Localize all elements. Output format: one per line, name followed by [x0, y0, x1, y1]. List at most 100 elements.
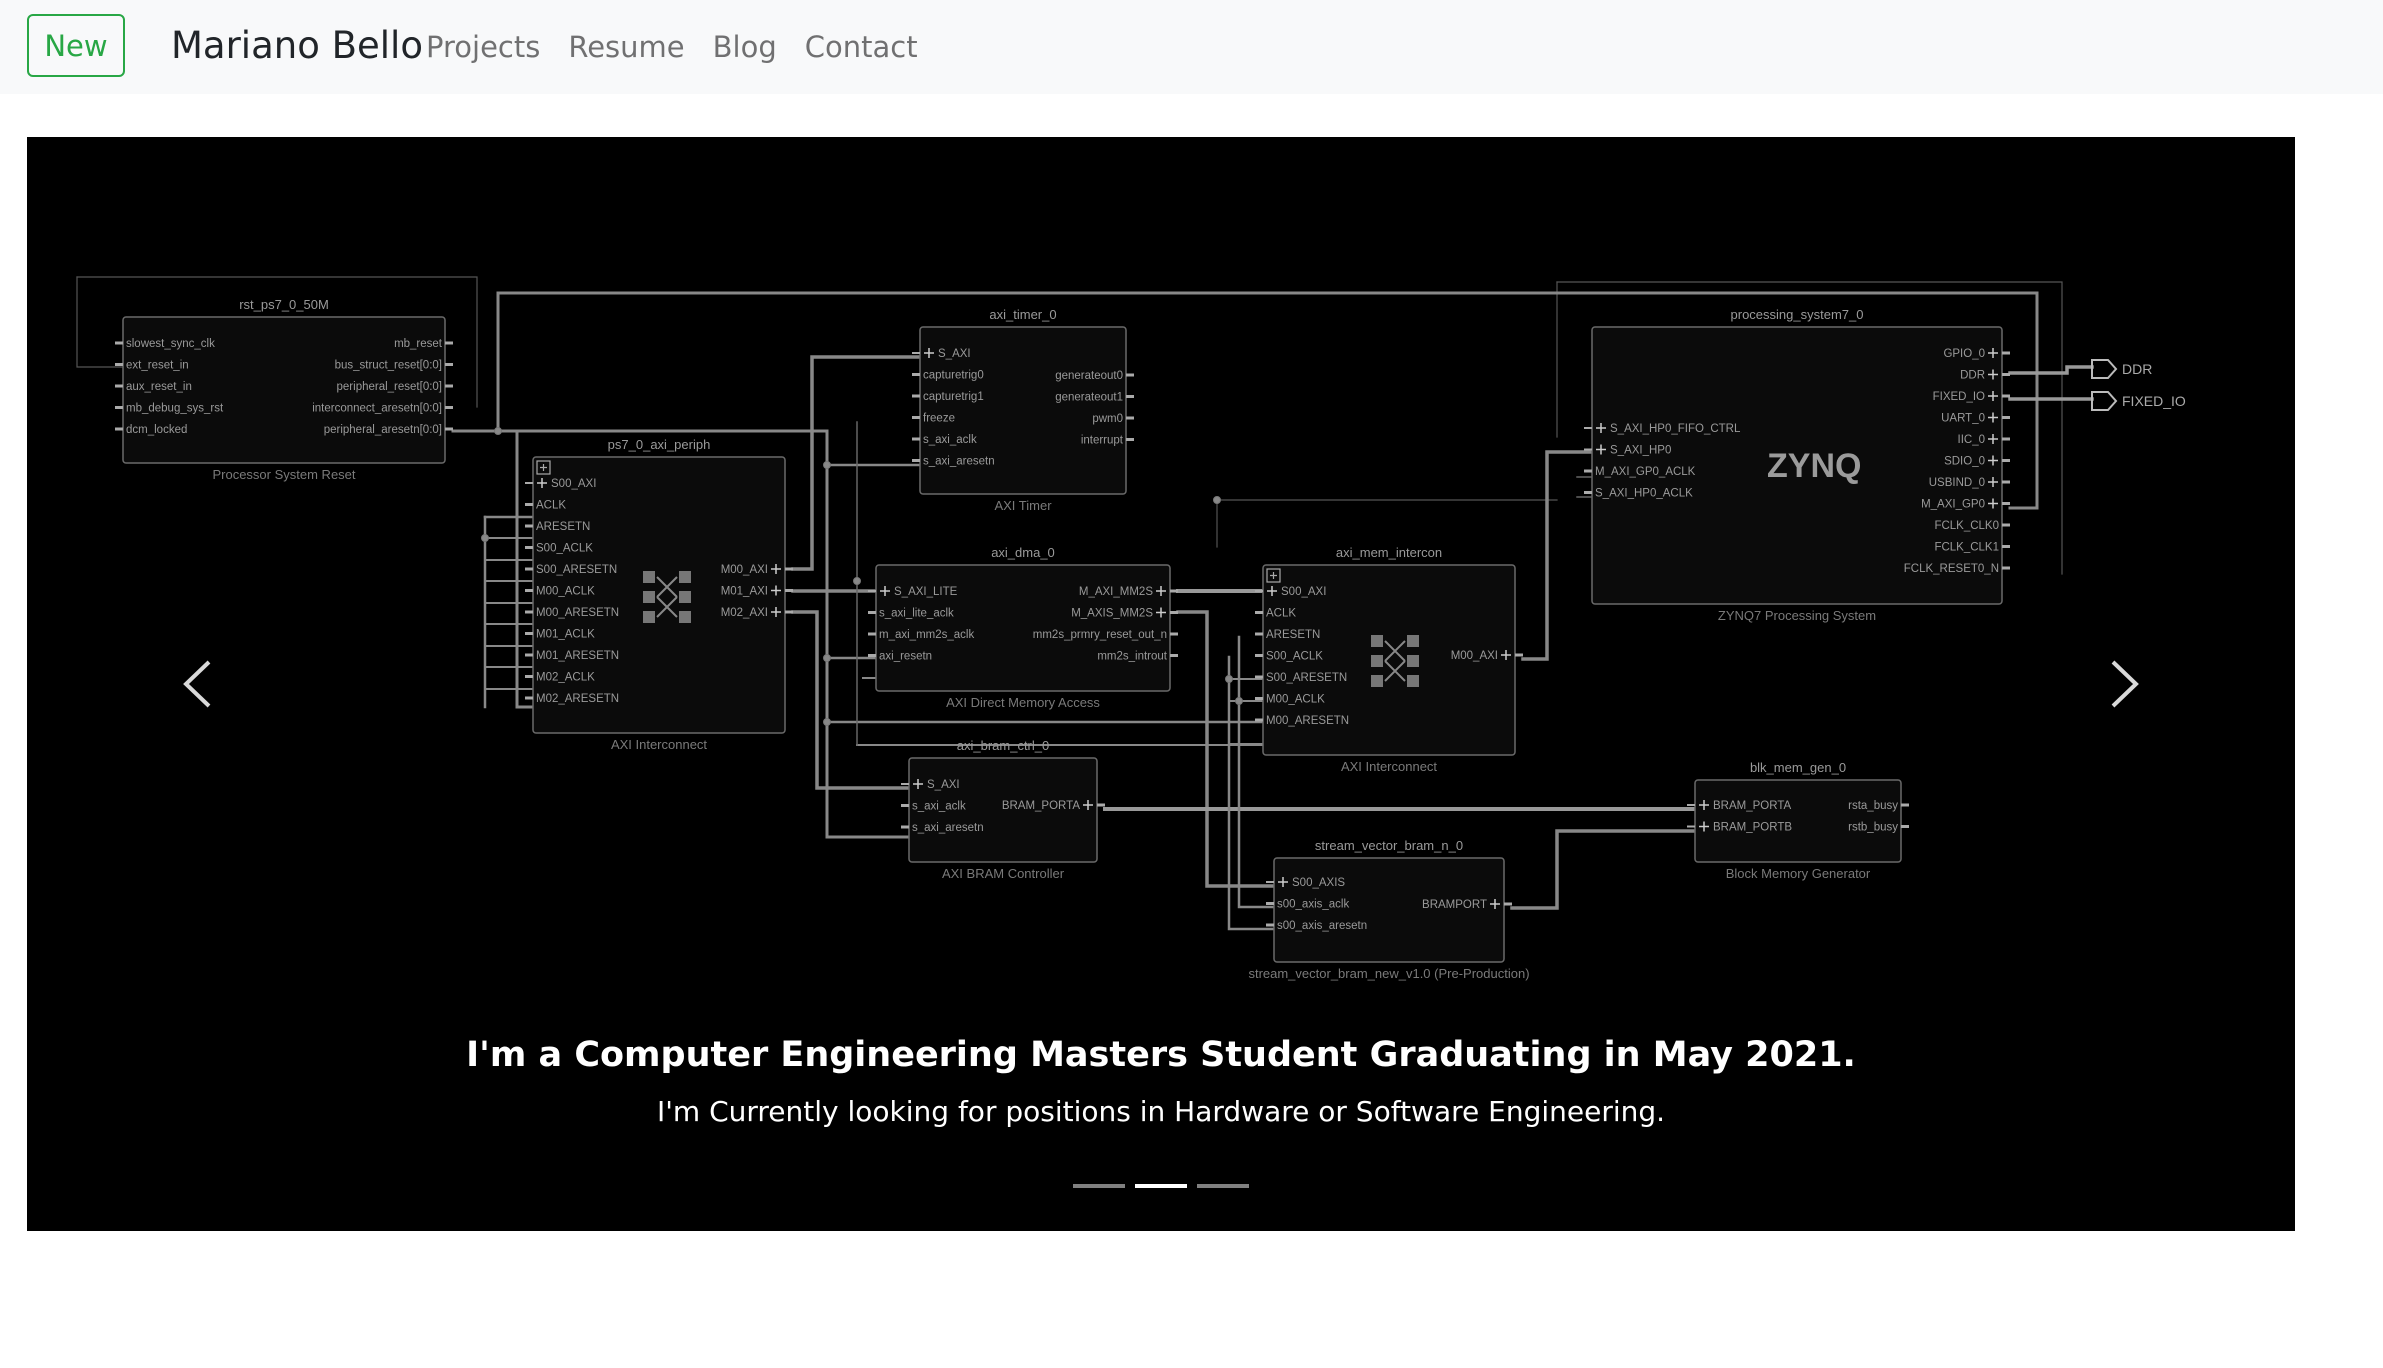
- port-label: mb_debug_sys_rst: [126, 403, 224, 415]
- port-label: M_AXI_GP0_ACLK: [1595, 466, 1696, 478]
- carousel-caption-title: I'm a Computer Engineering Masters Stude…: [466, 1035, 1856, 1075]
- port-label: axi_resetn: [879, 651, 932, 663]
- port-label: interrupt: [1081, 435, 1124, 447]
- block-periph: ps7_0_axi_periph AXI Interconnect S00_AXI A…: [525, 437, 793, 752]
- block-name: axi_bram_ctrl_0: [957, 738, 1050, 753]
- port-label: S00_ACLK: [1266, 651, 1323, 663]
- port-label: M00_AXI: [1451, 650, 1498, 662]
- port-label: M00_ACLK: [1266, 694, 1325, 706]
- port-label: M00_AXI: [721, 564, 768, 576]
- port-label: GPIO_0: [1943, 348, 1985, 360]
- port-label: SDIO_0: [1944, 456, 1985, 468]
- port-label: interconnect_aresetn[0:0]: [312, 403, 442, 415]
- block-name: processing_system7_0: [1731, 307, 1864, 322]
- port-label: S_AXI: [938, 348, 971, 360]
- nav-link-projects[interactable]: Projects: [426, 30, 541, 64]
- port-label: S00_AXI: [551, 478, 596, 490]
- chevron-left-icon: [183, 660, 211, 708]
- carousel-caption-subtitle: I'm Currently looking for positions in H…: [656, 1095, 1666, 1128]
- port-label: s_axi_aresetn: [912, 822, 984, 834]
- port-label: ARESETN: [536, 521, 590, 533]
- port-label: BRAM_PORTA: [1002, 800, 1081, 812]
- block-dma: axi_dma_0 AXI Direct Memory Access S_AXI_L…: [868, 545, 1178, 710]
- port-label: ARESETN: [1266, 629, 1320, 641]
- port-label: BRAM_PORTA: [1713, 800, 1792, 812]
- nav-link-resume[interactable]: Resume: [568, 30, 685, 64]
- block-caption: AXI Interconnect: [611, 737, 707, 752]
- block-rst: rst_ps7_0_50M Processor System Reset slowe…: [115, 297, 453, 482]
- carousel-next-control[interactable]: [2025, 137, 2225, 1231]
- port-label: S_AXI_HP0: [1610, 445, 1671, 457]
- port-label: UART_0: [1941, 413, 1985, 425]
- port-label: USBIND_0: [1929, 477, 1985, 489]
- port-label: pwm0: [1092, 413, 1123, 425]
- port-label: rstb_busy: [1848, 822, 1898, 834]
- port-label: S00_AXIS: [1292, 877, 1345, 889]
- block-name: ps7_0_axi_periph: [608, 437, 711, 452]
- port-label: S_AXI_HP0_FIFO_CTRL: [1610, 423, 1741, 435]
- port-label: M02_ARESETN: [536, 693, 619, 705]
- new-button[interactable]: New: [27, 14, 125, 77]
- port-label: peripheral_reset[0:0]: [337, 381, 442, 393]
- port-label: S00_AXI: [1281, 586, 1326, 598]
- port-label: BRAMPORT: [1422, 899, 1487, 911]
- port-label: S_AXI_HP0_ACLK: [1595, 488, 1693, 500]
- carousel-indicator-3[interactable]: [1197, 1178, 1249, 1194]
- port-label: s_axi_aresetn: [923, 456, 995, 468]
- port-label: s_axi_aclk: [912, 801, 966, 813]
- block-name: blk_mem_gen_0: [1750, 760, 1846, 775]
- nav-link-blog[interactable]: Blog: [712, 30, 777, 64]
- port-label: S00_ARESETN: [536, 564, 617, 576]
- port-label: S_AXI_LITE: [894, 586, 958, 598]
- block-ps7: processing_system7_0 ZYNQ7 Processing Sys…: [1584, 307, 2010, 623]
- port-label: peripheral_aresetn[0:0]: [324, 424, 442, 436]
- block-bram-ctrl: axi_bram_ctrl_0 AXI BRAM Controller S_AXIs…: [901, 738, 1105, 881]
- carousel-indicators: [27, 1178, 2295, 1194]
- port-label: aux_reset_in: [126, 381, 192, 393]
- port-label: M02_ACLK: [536, 672, 595, 684]
- port-label: s00_axis_aclk: [1277, 899, 1349, 911]
- port-label: FCLK_CLK0: [1934, 520, 1999, 532]
- navbar: New Mariano Bello Projects Resume Blog C…: [0, 0, 2383, 94]
- carousel-indicator-2[interactable]: [1135, 1178, 1187, 1194]
- port-label: FIXED_IO: [1933, 391, 1985, 403]
- block-caption: stream_vector_bram_new_v1.0 (Pre-Product…: [1248, 966, 1529, 981]
- carousel-indicator-1[interactable]: [1073, 1178, 1125, 1194]
- port-label: S00_ACLK: [536, 543, 593, 555]
- port-label: DDR: [1960, 370, 1985, 382]
- port-label: BRAM_PORTB: [1713, 822, 1792, 834]
- port-label: slowest_sync_clk: [126, 338, 215, 350]
- port-label: generateout1: [1055, 392, 1123, 404]
- port-label: FCLK_CLK1: [1934, 542, 1999, 554]
- block-caption: AXI BRAM Controller: [942, 866, 1065, 881]
- nav-links: Projects Resume Blog Contact: [426, 30, 918, 64]
- port-label: FCLK_RESET0_N: [1904, 563, 1999, 575]
- port-label: ACLK: [1266, 608, 1296, 620]
- block-name: axi_mem_intercon: [1336, 545, 1442, 560]
- port-label: ext_reset_in: [126, 360, 189, 372]
- block-diagram-image: rst_ps7_0_50M Processor System Reset slowe…: [76, 276, 2186, 981]
- port-label: M_AXIS_MM2S: [1071, 608, 1153, 620]
- zynq-logo: ZYNQ: [1767, 447, 1861, 485]
- block-stream: stream_vector_bram_n_0 stream_vector_bram…: [1248, 838, 1529, 981]
- port-label: mm2s_introut: [1097, 651, 1167, 663]
- port-label: S_AXI: [927, 779, 960, 791]
- port-label: M02_AXI: [721, 607, 768, 619]
- port-label: M00_ARESETN: [536, 607, 619, 619]
- port-label: mb_reset: [394, 338, 443, 350]
- port-label: M00_ACLK: [536, 586, 595, 598]
- port-label: ACLK: [536, 500, 566, 512]
- brand-link[interactable]: Mariano Bello: [171, 24, 423, 67]
- block-name: axi_timer_0: [989, 307, 1056, 322]
- nav-link-contact[interactable]: Contact: [804, 30, 918, 64]
- port-label: M01_AXI: [721, 586, 768, 598]
- carousel-prev-control[interactable]: [97, 137, 297, 1231]
- port-label: dcm_locked: [126, 424, 187, 436]
- port-label: M01_ACLK: [536, 629, 595, 641]
- port-label: m_axi_mm2s_aclk: [879, 629, 974, 641]
- block-caption: AXI Interconnect: [1341, 759, 1437, 774]
- port-label: rsta_busy: [1848, 800, 1898, 812]
- port-label: freeze: [923, 413, 955, 425]
- block-name: rst_ps7_0_50M: [239, 297, 329, 312]
- port-label: M01_ARESETN: [536, 650, 619, 662]
